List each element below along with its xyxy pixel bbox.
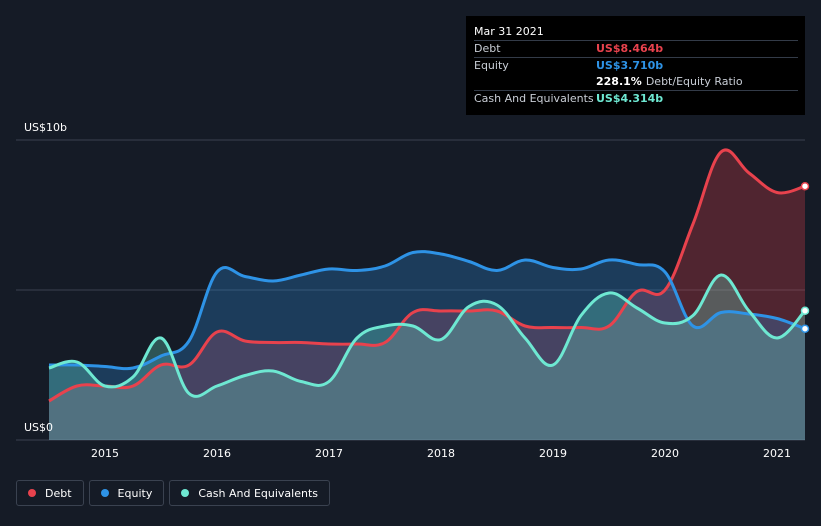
tooltip-row-ratio: 228.1% Debt/Equity Ratio [474, 74, 798, 90]
end-marker-debt[interactable] [800, 181, 810, 191]
x-tick-label: 2019 [539, 447, 567, 460]
tooltip-cash-value: US$4.314b [596, 92, 664, 105]
x-tick-label: 2015 [91, 447, 119, 460]
tooltip-ratio-label: Debt/Equity Ratio [645, 75, 743, 88]
end-marker-equity[interactable] [800, 324, 810, 333]
legend-label-equity: Equity [117, 486, 153, 500]
tooltip-row-debt: Debt US$8.464b [474, 40, 798, 57]
legend-dot-debt [28, 489, 36, 497]
y-tick-label-top: US$10b [24, 121, 68, 134]
tooltip-debt-value: US$8.464b [596, 42, 664, 55]
chart-lines [48, 148, 807, 403]
line-cash [48, 273, 807, 398]
legend-item-cash[interactable]: Cash And Equivalents [169, 480, 330, 506]
area-debt [49, 149, 805, 441]
tooltip-row-cash: Cash And Equivalents US$4.314b [474, 90, 798, 107]
legend-item-debt[interactable]: Debt [16, 480, 84, 506]
legend-item-equity[interactable]: Equity [88, 480, 165, 506]
area-equity [49, 251, 805, 440]
x-tick-label: 2017 [315, 447, 343, 460]
x-tick-label: 2018 [427, 447, 455, 460]
tooltip-debt-label: Debt [474, 42, 501, 55]
tooltip-equity-label: Equity [474, 59, 509, 72]
tooltip-panel: Mar 31 2021 Debt US$8.464b Equity US$3.7… [466, 16, 805, 115]
tooltip-cash-label: Cash And Equivalents [474, 92, 594, 105]
x-tick-label: 2020 [651, 447, 679, 460]
legend-dot-equity [100, 489, 109, 497]
line-equity [48, 250, 806, 371]
chart-legend: Debt Equity Cash And Equivalents [16, 480, 330, 506]
x-tick-label: 2021 [763, 447, 791, 460]
chart-areas [49, 149, 805, 441]
chart-end-markers [800, 181, 810, 333]
y-tick-label-bottom: US$0 [24, 421, 54, 434]
legend-label-debt: Debt [45, 486, 72, 500]
area-cash [49, 274, 805, 440]
tooltip-equity-value: US$3.710b [596, 59, 664, 72]
tooltip-ratio-value: 228.1% [596, 75, 642, 88]
legend-label-cash: Cash And Equivalents [198, 486, 318, 500]
legend-dot-cash [181, 489, 190, 497]
tooltip-row-equity: Equity US$3.710b [474, 57, 798, 74]
tooltip-date: Mar 31 2021 [474, 25, 544, 38]
x-tick-label: 2016 [203, 447, 231, 460]
end-marker-cash[interactable] [800, 306, 810, 315]
